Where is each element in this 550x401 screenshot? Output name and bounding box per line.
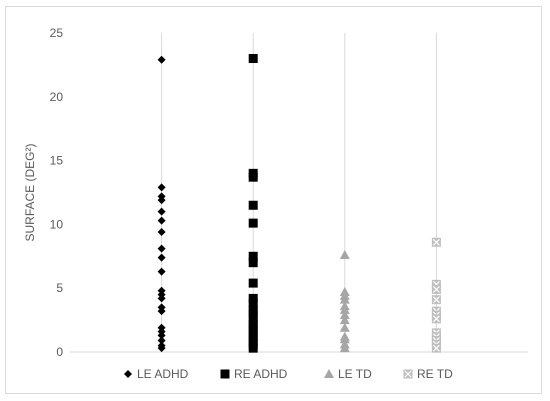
data-point xyxy=(158,56,166,64)
legend-marker xyxy=(124,370,132,378)
data-point xyxy=(158,245,166,253)
data-point xyxy=(158,228,166,236)
legend-marker xyxy=(324,369,334,378)
y-tick-label: 15 xyxy=(50,154,64,168)
data-point xyxy=(249,279,258,288)
legend-label: LE ADHD xyxy=(137,367,189,381)
legend-item-le-td: LE TD xyxy=(324,367,372,381)
data-point xyxy=(432,314,441,323)
y-axis-title: SURFACE (DEG²) xyxy=(23,143,37,241)
data-point xyxy=(249,201,258,210)
legend-label: RE TD xyxy=(417,367,453,381)
data-point xyxy=(432,238,441,247)
data-point xyxy=(158,217,166,225)
data-point xyxy=(432,344,441,353)
scatter-chart: 0 5 10 15 20 25 SURFACE (DEG²) LE ADHD RE ADHD… xyxy=(6,7,543,395)
y-tick-label: 10 xyxy=(50,217,64,231)
data-point xyxy=(158,254,166,262)
chart-frame: 0 5 10 15 20 25 SURFACE (DEG²) LE ADHD RE ADHD… xyxy=(5,6,542,394)
y-tick-label: 5 xyxy=(56,281,63,295)
grid-lines xyxy=(162,33,437,352)
legend-item-re-td: RE TD xyxy=(404,367,454,381)
legend-marker xyxy=(221,370,230,379)
data-point xyxy=(158,183,166,191)
data-point xyxy=(249,219,258,228)
y-tick-label: 0 xyxy=(56,345,63,359)
y-tick-label: 20 xyxy=(50,90,64,104)
legend-label: LE TD xyxy=(338,367,372,381)
data-point xyxy=(432,295,441,304)
data-point xyxy=(249,258,258,267)
data-point xyxy=(249,344,258,353)
data-points xyxy=(158,54,441,353)
legend: LE ADHD RE ADHD LE TD RE TD xyxy=(124,367,453,381)
data-point xyxy=(249,173,258,182)
data-point xyxy=(340,250,350,259)
data-point xyxy=(158,268,166,276)
legend-item-le-adhd: LE ADHD xyxy=(124,367,189,381)
data-point xyxy=(158,208,166,216)
data-point xyxy=(249,54,258,63)
legend-item-re-adhd: RE ADHD xyxy=(221,367,288,381)
data-point xyxy=(340,323,350,332)
data-point xyxy=(432,285,441,294)
legend-marker xyxy=(404,370,413,379)
legend-label: RE ADHD xyxy=(234,367,288,381)
y-axis-ticks: 0 5 10 15 20 25 xyxy=(50,26,64,359)
y-tick-label: 25 xyxy=(50,26,64,40)
